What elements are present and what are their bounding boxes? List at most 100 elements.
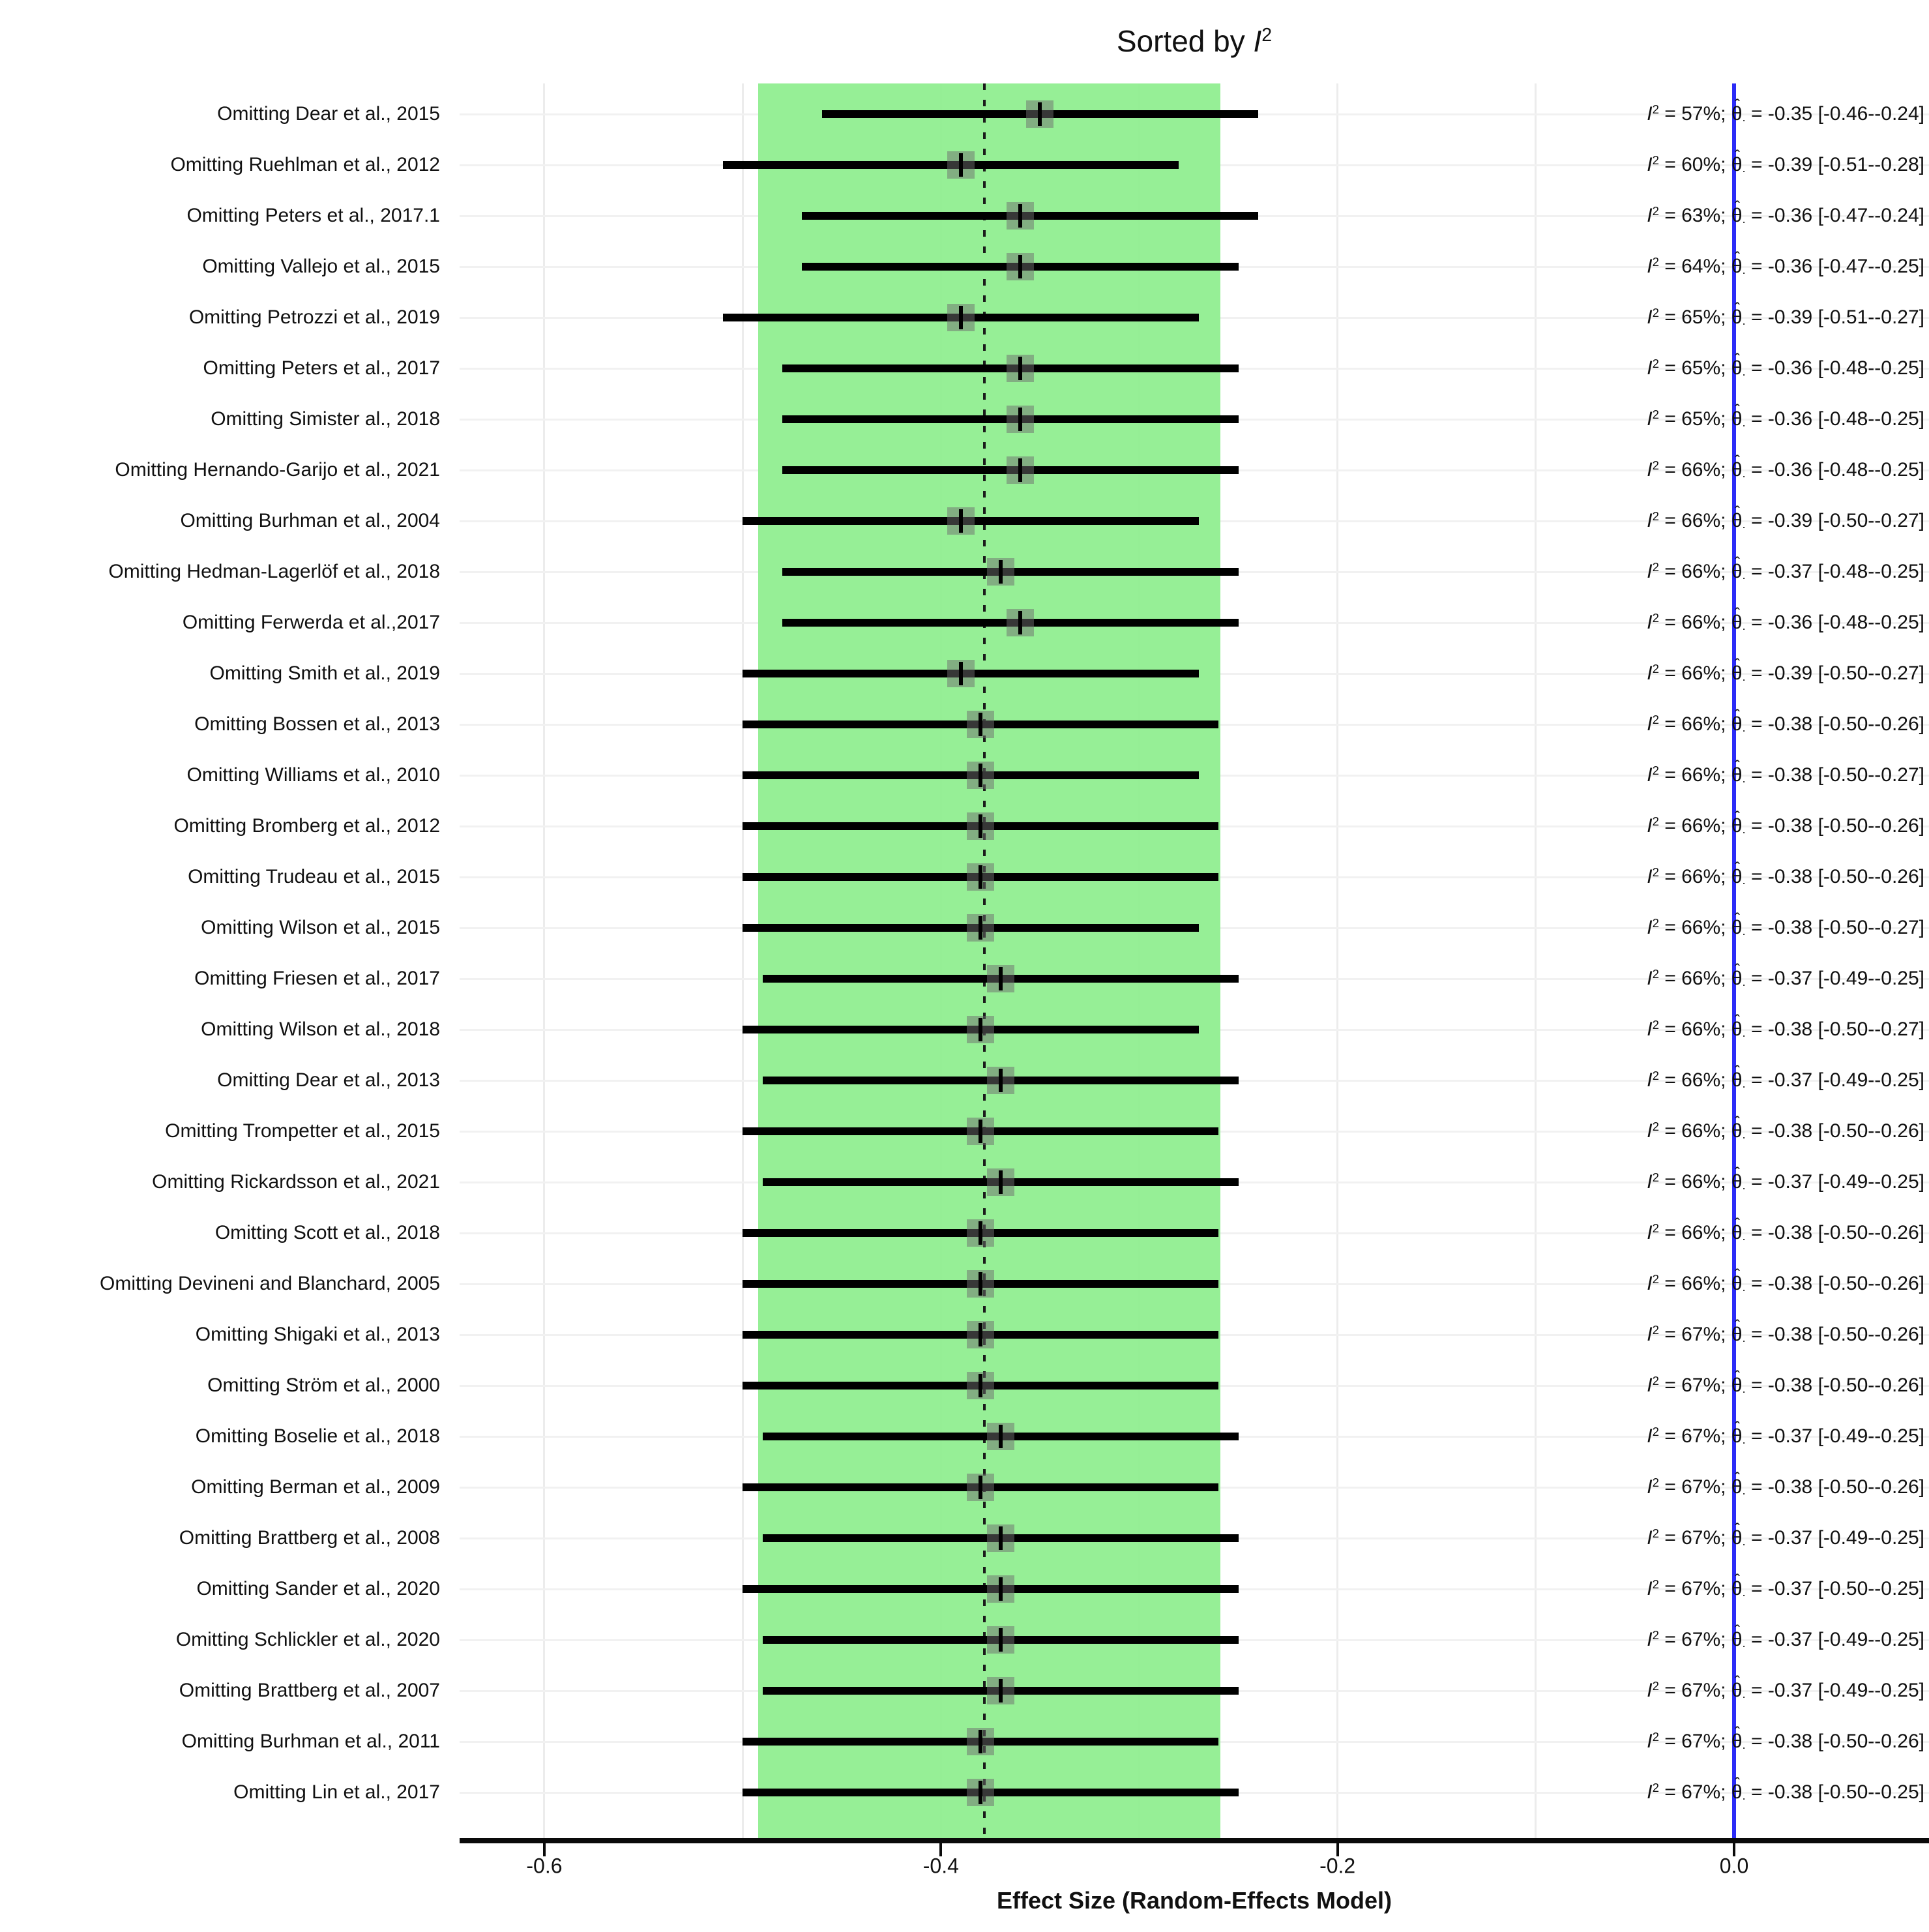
x-axis-tick-label: 0.0 — [1719, 1854, 1749, 1878]
point-estimate-tick — [979, 1221, 983, 1245]
vertical-gridline — [741, 83, 744, 1838]
estimate-and-ci: = -0.37 [-0.49--0.25] — [1745, 1425, 1924, 1447]
i-squared-symbol: I — [1253, 24, 1262, 58]
i-squared-exponent: 2 — [1261, 25, 1273, 46]
estimate-and-ci: = -0.36 [-0.47--0.24] — [1745, 205, 1924, 226]
i-squared-exponent: 2 — [1652, 1271, 1659, 1286]
i-squared-exponent: 2 — [1652, 814, 1659, 828]
study-label: Omitting Smith et al., 2019 — [209, 662, 441, 684]
point-estimate-tick — [998, 1170, 1003, 1194]
study-label: Omitting Wilson et al., 2018 — [201, 1018, 440, 1040]
i-squared-symbol: I — [1647, 1222, 1653, 1243]
i-squared-exponent: 2 — [1652, 203, 1659, 218]
study-label: Omitting Ruehlman et al., 2012 — [170, 154, 440, 175]
estimate-and-ci: = -0.38 [-0.50--0.27] — [1745, 764, 1924, 786]
point-estimate-tick — [979, 1323, 983, 1346]
estimate-and-ci: = -0.37 [-0.49--0.25] — [1745, 1527, 1924, 1549]
theta-subscript: . — [1742, 873, 1746, 887]
theta-subscript: . — [1742, 415, 1746, 430]
i-squared-exponent: 2 — [1652, 712, 1659, 726]
i-squared-value: = 67%; — [1658, 1324, 1731, 1345]
estimate-and-ci: = -0.36 [-0.48--0.25] — [1745, 408, 1924, 430]
theta-subscript: . — [1742, 1280, 1746, 1294]
i-squared-exponent: 2 — [1652, 966, 1659, 981]
x-axis-tick — [1733, 1843, 1735, 1856]
theta-subscript: . — [1742, 161, 1746, 175]
theta-subscript: . — [1742, 1585, 1746, 1599]
i-squared-symbol: I — [1647, 357, 1653, 379]
i-squared-value: = 66%; — [1658, 510, 1731, 531]
i-squared-value: = 66%; — [1658, 1018, 1731, 1040]
vertical-gridline — [543, 83, 546, 1838]
estimate-and-ci: = -0.39 [-0.50--0.27] — [1745, 510, 1924, 531]
i-squared-exponent: 2 — [1652, 1780, 1659, 1794]
theta-subscript: . — [1742, 1331, 1746, 1345]
i-squared-exponent: 2 — [1652, 1017, 1659, 1032]
point-estimate-tick — [979, 764, 983, 787]
study-label: Omitting Schlickler et al., 2020 — [175, 1629, 440, 1650]
i-squared-exponent: 2 — [1652, 1577, 1659, 1591]
i-squared-value: = 66%; — [1658, 1273, 1731, 1294]
theta-subscript: . — [1742, 822, 1746, 837]
estimate-and-ci: = -0.38 [-0.50--0.26] — [1745, 1476, 1924, 1498]
estimate-and-ci: = -0.38 [-0.50--0.26] — [1745, 815, 1924, 837]
point-estimate-tick — [998, 1526, 1003, 1550]
study-label: Omitting Williams et al., 2010 — [186, 764, 440, 786]
point-estimate-tick — [1018, 408, 1022, 431]
study-label: Omitting Simister al., 2018 — [211, 408, 440, 430]
i-squared-value: = 67%; — [1658, 1375, 1731, 1396]
point-estimate-tick — [998, 1679, 1003, 1702]
point-estimate-tick — [998, 1628, 1003, 1652]
theta-subscript: . — [1742, 670, 1746, 684]
point-estimate-tick — [979, 1476, 983, 1499]
i-squared-symbol: I — [1647, 561, 1653, 582]
study-label: Omitting Boselie et al., 2018 — [195, 1425, 440, 1447]
theta-subscript: . — [1742, 975, 1746, 989]
theta-subscript: . — [1742, 1382, 1746, 1396]
point-estimate-tick — [958, 153, 963, 177]
point-estimate-tick — [998, 967, 1003, 990]
x-axis-tick-label: -0.6 — [526, 1854, 563, 1878]
i-squared-value: = 66%; — [1658, 1069, 1731, 1091]
theta-subscript: . — [1742, 771, 1746, 786]
i-squared-symbol: I — [1647, 205, 1653, 226]
i-squared-exponent: 2 — [1652, 1322, 1659, 1337]
study-label: Omitting Trompetter et al., 2015 — [165, 1120, 440, 1142]
study-label: Omitting Peters et al., 2017 — [203, 357, 440, 379]
estimate-and-ci: = -0.36 [-0.48--0.25] — [1745, 612, 1924, 633]
theta-subscript: . — [1742, 1738, 1746, 1752]
study-label: Omitting Rickardsson et al., 2021 — [152, 1171, 440, 1193]
x-axis-title: Effect Size (Random-Effects Model) — [996, 1887, 1392, 1914]
estimate-and-ci: = -0.38 [-0.50--0.26] — [1745, 866, 1924, 887]
point-estimate-tick — [979, 814, 983, 838]
study-label: Omitting Bossen et al., 2013 — [194, 713, 440, 735]
x-axis-line — [460, 1838, 1929, 1843]
i-squared-value: = 66%; — [1658, 866, 1731, 887]
study-label: Omitting Trudeau et al., 2015 — [188, 866, 440, 887]
estimate-and-ci: = -0.35 [-0.46--0.24] — [1745, 103, 1924, 125]
estimate-and-ci: = -0.37 [-0.49--0.25] — [1745, 1680, 1924, 1701]
i-squared-symbol: I — [1647, 713, 1653, 735]
i-squared-value: = 66%; — [1658, 917, 1731, 938]
point-estimate-tick — [1018, 357, 1022, 380]
i-squared-symbol: I — [1647, 1476, 1653, 1498]
